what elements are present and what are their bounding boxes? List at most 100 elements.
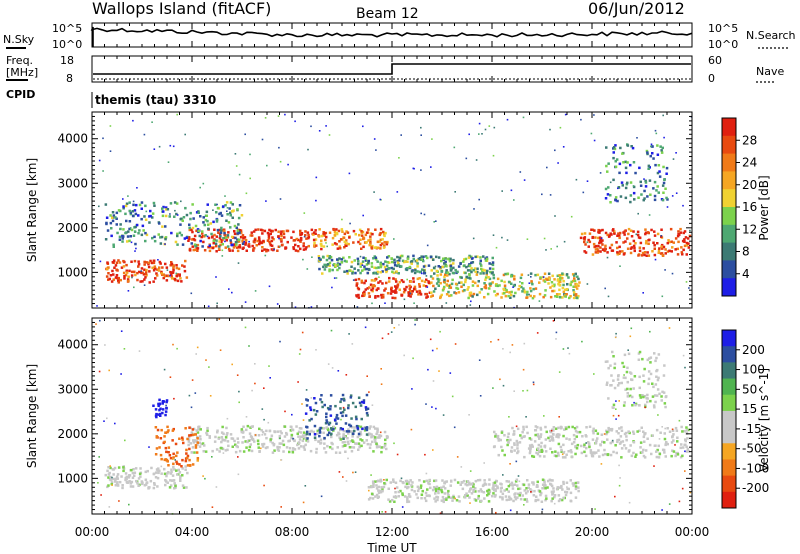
range-gate-cell <box>594 251 598 254</box>
range-gate-cell <box>500 279 503 283</box>
range-gate-cell <box>250 231 253 234</box>
range-gate-cell <box>349 396 353 399</box>
noise-cell <box>509 509 512 512</box>
range-gate-cell <box>632 387 635 390</box>
range-gate-cell <box>390 266 394 270</box>
range-gate-cell <box>122 207 125 210</box>
range-gate-cell <box>516 484 519 487</box>
noise-cell <box>561 453 564 456</box>
range-gate-cell <box>362 256 365 259</box>
noise-cell <box>191 379 194 381</box>
range-gate-cell <box>596 249 600 252</box>
range-gate-cell <box>189 217 192 221</box>
range-gate-cell <box>367 486 371 489</box>
range-gate-cell <box>656 153 660 156</box>
range-gate-cell <box>253 238 257 241</box>
range-gate-cell <box>571 273 575 276</box>
range-gate-cell <box>104 238 108 241</box>
range-gate-cell <box>674 426 678 430</box>
noise-cell <box>345 480 348 482</box>
range-gate-cell <box>141 224 145 228</box>
range-gate-cell <box>139 475 142 478</box>
colorbar-segment <box>722 153 736 172</box>
range-gate-cell <box>482 272 485 275</box>
noise-cell <box>536 332 539 334</box>
range-gate-cell <box>362 401 366 404</box>
range-gate-cell <box>687 242 690 245</box>
range-gate-cell <box>171 429 175 432</box>
range-gate-cell <box>236 229 239 232</box>
range-gate-cell <box>613 362 617 366</box>
noise-cell <box>615 400 617 402</box>
range-gate-cell <box>431 294 434 297</box>
range-gate-cell <box>366 407 370 410</box>
range-gate-cell <box>520 436 523 440</box>
range-gate-cell <box>651 250 654 253</box>
range-gate-cell <box>161 225 164 228</box>
range-gate-cell <box>479 262 482 265</box>
noise-cell <box>492 234 495 236</box>
range-gate-cell <box>351 435 354 438</box>
range-gate-cell <box>219 243 222 247</box>
range-gate-cell <box>125 269 128 272</box>
range-gate-cell <box>500 431 504 434</box>
range-gate-cell <box>561 456 565 459</box>
range-gate-cell <box>344 422 348 425</box>
range-gate-cell <box>387 487 390 490</box>
range-gate-cell <box>352 446 356 449</box>
range-gate-cell <box>643 456 647 459</box>
range-gate-cell <box>281 243 284 247</box>
range-gate-cell <box>639 184 643 187</box>
noise-cell <box>425 403 427 405</box>
range-gate-cell <box>562 283 565 287</box>
range-gate-cell <box>173 482 176 485</box>
range-gate-cell <box>648 357 651 360</box>
x-tick-label: 00:00 <box>75 525 110 539</box>
range-gate-cell <box>263 433 267 436</box>
range-gate-cell <box>151 212 155 215</box>
colorbar-segment <box>722 118 736 137</box>
range-gate-cell <box>365 433 369 436</box>
range-gate-cell <box>153 235 156 239</box>
range-gate-cell <box>186 454 190 458</box>
range-gate-cell <box>594 244 598 248</box>
noise-cell <box>362 125 364 128</box>
range-gate-cell <box>282 450 285 453</box>
range-gate-cell <box>591 429 595 433</box>
range-gate-cell <box>672 439 675 442</box>
range-gate-cell <box>509 497 512 500</box>
range-gate-cell <box>452 262 455 265</box>
range-gate-cell <box>434 287 437 290</box>
range-gate-cell <box>480 499 483 503</box>
range-gate-cell <box>499 482 502 485</box>
range-gate-cell <box>628 431 631 435</box>
range-gate-cell <box>642 380 646 383</box>
range-gate-cell <box>385 242 389 246</box>
range-gate-cell <box>118 235 122 239</box>
range-gate-cell <box>624 376 627 380</box>
range-gate-cell <box>412 277 415 280</box>
range-gate-cell <box>242 425 245 428</box>
range-gate-cell <box>612 355 615 358</box>
range-gate-cell <box>478 291 482 294</box>
range-gate-cell <box>195 429 198 432</box>
noise-cell <box>454 497 456 500</box>
range-gate-cell <box>173 487 176 490</box>
noise-cell <box>532 381 535 384</box>
range-gate-cell <box>550 484 554 488</box>
range-gate-cell <box>367 259 370 263</box>
noise-cell <box>273 248 275 251</box>
noise-cell <box>518 480 521 483</box>
range-gate-cell <box>578 430 582 434</box>
noise-cell <box>661 295 664 298</box>
noise-cell <box>566 486 568 488</box>
range-gate-cell <box>526 490 529 493</box>
range-gate-cell <box>493 495 497 498</box>
range-gate-cell <box>599 250 602 253</box>
range-gate-cell <box>262 239 265 243</box>
range-gate-cell <box>671 429 675 432</box>
range-gate-cell <box>399 489 402 493</box>
range-gate-cell <box>562 434 565 438</box>
range-gate-cell <box>624 186 628 190</box>
